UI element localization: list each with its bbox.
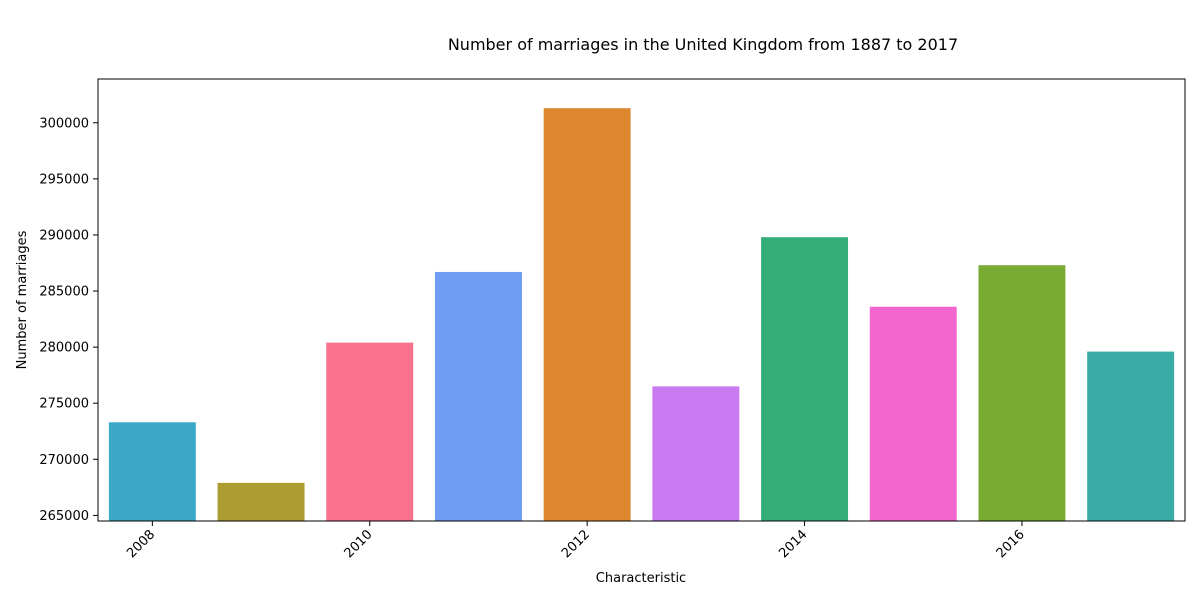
x-tick-label: 2008	[124, 527, 158, 561]
x-tick-label: 2012	[559, 527, 593, 561]
y-tick-label: 265000	[39, 509, 89, 524]
bar-2014	[761, 237, 849, 521]
y-tick-label: 295000	[39, 172, 89, 187]
plot-frame	[97, 78, 1186, 522]
y-axis-title: Number of marriages	[15, 230, 30, 369]
bar-2013	[652, 386, 740, 521]
bars-group	[108, 108, 1175, 521]
bar-2010	[326, 342, 414, 521]
bar-2009	[217, 482, 305, 521]
bar-2012	[543, 108, 631, 521]
chart-title: Number of marriages in the United Kingdo…	[448, 35, 958, 54]
y-tick-label: 275000	[39, 397, 89, 412]
y-tick-label: 300000	[39, 116, 89, 131]
y-axis: 265000 270000 275000 280000 285000 290000 2950…	[39, 116, 98, 524]
x-axis-title: Characteristic	[596, 571, 686, 586]
bar-2016	[978, 265, 1066, 521]
x-axis: 2008 2010 2012 2014 2016	[124, 521, 1028, 561]
y-tick-label: 280000	[39, 341, 89, 356]
x-tick-label: 2016	[994, 527, 1028, 561]
bar-2008	[108, 422, 196, 521]
y-tick-label: 270000	[39, 453, 89, 468]
y-tick-label: 290000	[39, 228, 89, 243]
x-tick-label: 2014	[776, 527, 810, 561]
bar-2015	[869, 306, 957, 521]
bar-2017	[1087, 351, 1175, 521]
y-tick-label: 285000	[39, 285, 89, 300]
bar-2011	[434, 271, 522, 521]
x-tick-label: 2010	[342, 527, 376, 561]
